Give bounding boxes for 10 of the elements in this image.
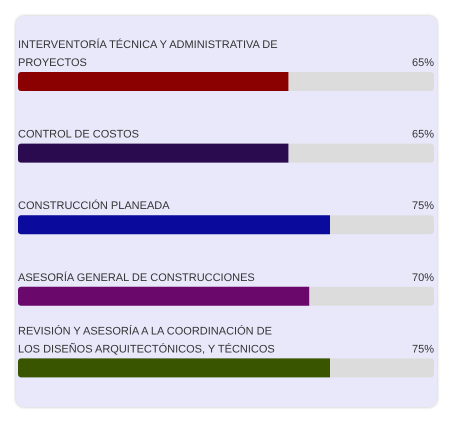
y-tick-label: CONTROL DE COSTOS [18, 128, 140, 141]
data-label: 75% [412, 343, 434, 356]
y-tick-label: INTERVENTORÍA TÉCNICA Y ADMINISTRATIVA DE PROYECTOS [18, 38, 278, 69]
y-tick-label: ASESORÍA GENERAL DE CONSTRUCCIONES [18, 270, 255, 284]
y-tick-label: CONSTRUCCIÓN PLANEADA [18, 199, 170, 212]
y-tick-label: REVISIÓN Y ASESORÍA A LA COORDINACIÓN DE LOS DISEÑOS ARQUITECTÓNICOS, Y TÉCNICOS [18, 324, 275, 356]
data-label: 70% [412, 272, 434, 284]
data-label: 65% [412, 57, 434, 69]
data-label: 65% [412, 128, 434, 141]
data-label: 75% [412, 200, 434, 212]
